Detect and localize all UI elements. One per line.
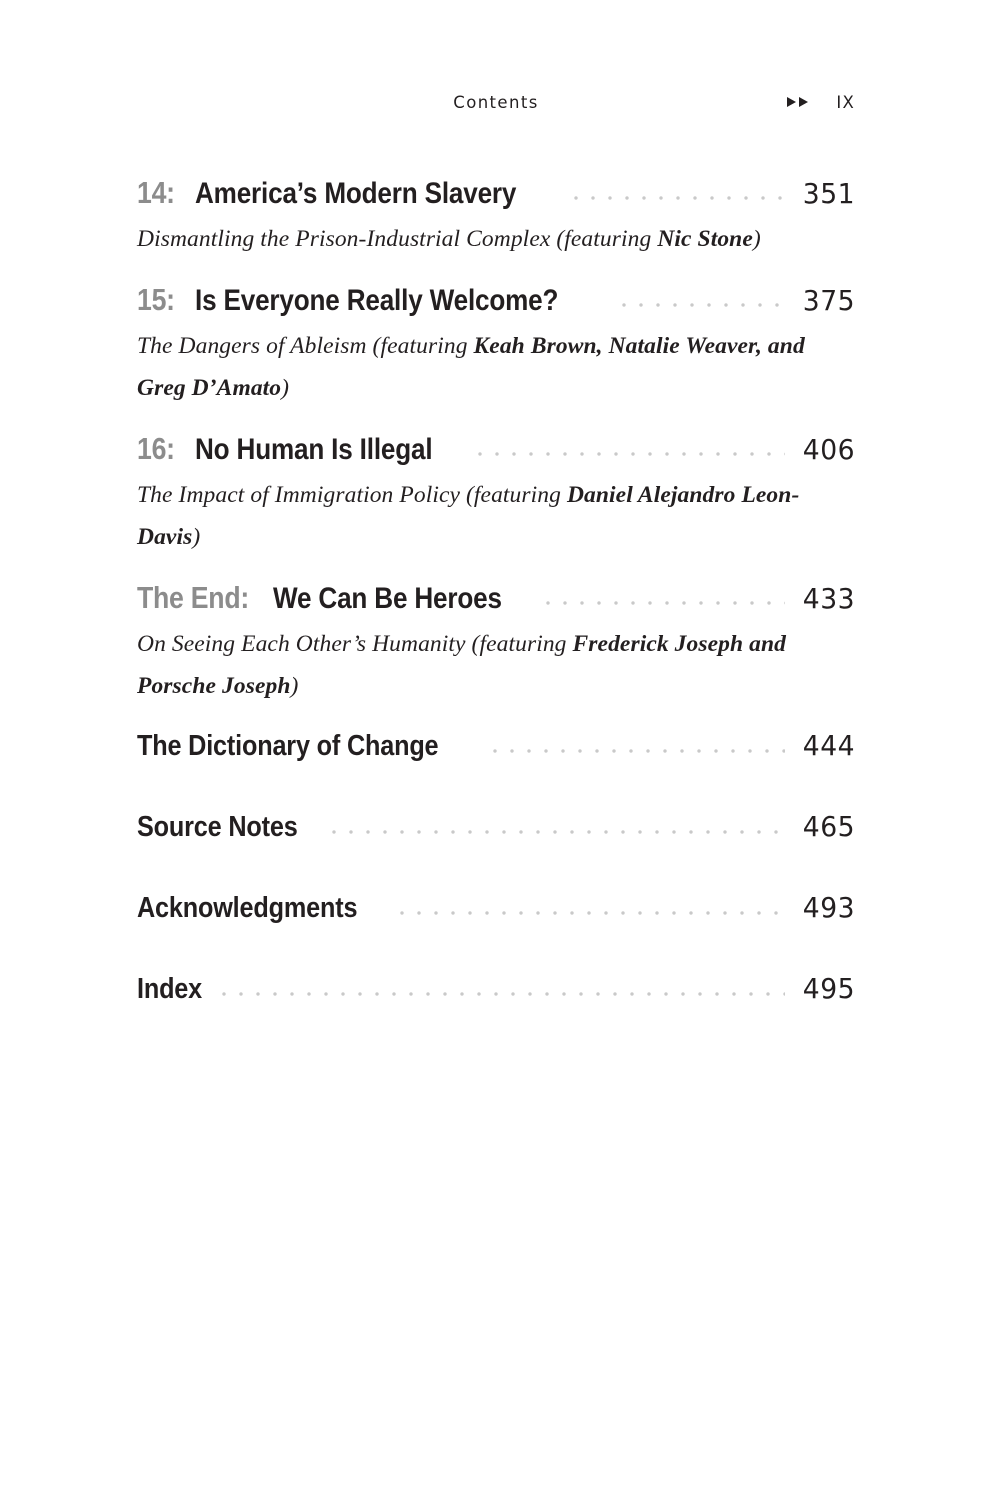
toc-entry-title: Is Everyone Really Welcome? <box>194 284 559 317</box>
dot-leader <box>477 444 785 464</box>
running-head: Contents IX <box>137 88 855 116</box>
toc-entry-page-number: 465 <box>802 810 855 843</box>
subtitle-text: ) <box>281 375 290 401</box>
subtitle-text: The Impact of Immigration Policy (featur… <box>137 482 567 508</box>
toc-entry[interactable]: 15: Is Everyone Really Welcome? 375 The Dan… <box>137 282 855 409</box>
toc-entry-subtitle: The Dangers of Ableism (featuring Keah B… <box>137 325 809 409</box>
toc-entry[interactable]: Index 495 <box>137 972 855 1006</box>
dot-leader <box>622 295 785 315</box>
toc-entry-number: The End: <box>137 580 249 615</box>
toc-entry-number: 15: <box>137 282 175 317</box>
toc-entry-page-number: 351 <box>802 177 855 210</box>
toc-entry-line: 15: Is Everyone Really Welcome? 375 <box>137 282 855 318</box>
subtitle-text: On Seeing Each Other’s Humanity (featuri… <box>137 631 573 657</box>
toc-entry-title: The Dictionary of Change <box>137 730 439 762</box>
double-right-triangle-icon <box>787 96 810 108</box>
toc-entry-page-number: 433 <box>802 582 855 615</box>
toc-entry[interactable]: The End: We Can Be Heroes 433 On Seeing Eac… <box>137 580 855 707</box>
toc-entry-line: The Dictionary of Change 444 <box>137 729 855 763</box>
toc-entry-subtitle: On Seeing Each Other’s Humanity (featuri… <box>137 623 809 707</box>
toc-entry-number: 14: <box>137 175 175 210</box>
running-head-right: IX <box>787 88 855 116</box>
toc-entry-page-number: 493 <box>802 891 855 924</box>
dot-leader <box>546 593 785 613</box>
toc-entry[interactable]: 16: No Human Is Illegal 406 The Impact of I… <box>137 431 855 558</box>
toc-entry-title: Acknowledgments <box>137 892 358 924</box>
toc-entry-list: 14: America’s Modern Slavery 351 Dismantlin… <box>137 175 855 1006</box>
toc-entry-title: Source Notes <box>137 811 298 843</box>
subtitle-text: ) <box>290 673 299 699</box>
subtitle-text: ) <box>752 226 761 252</box>
toc-entry[interactable]: 14: America’s Modern Slavery 351 Dismantlin… <box>137 175 855 260</box>
contributor-name: Nic Stone <box>657 226 753 252</box>
toc-entry[interactable]: Acknowledgments 493 <box>137 891 855 925</box>
dot-leader <box>574 188 785 208</box>
dot-leader <box>493 741 785 761</box>
subtitle-text: ) <box>192 524 201 550</box>
dot-leader <box>400 903 785 923</box>
contributor-name: Keah Brown, Natalie Weaver, and Greg D’A… <box>137 333 805 401</box>
page-folio: IX <box>836 92 855 112</box>
toc-entry-page-number: 406 <box>802 433 855 466</box>
toc-entry-line: Index 495 <box>137 972 855 1006</box>
running-head-title: Contents <box>453 92 539 112</box>
toc-entry-title: Index <box>137 973 203 1005</box>
subtitle-text: The Dangers of Ableism (featuring <box>137 333 474 359</box>
dot-leader <box>331 822 785 842</box>
contributor-name: Frederick Joseph and Porsche Joseph <box>137 631 787 699</box>
subtitle-text: Dismantling the Prison-Industrial Comple… <box>137 226 658 252</box>
toc-entry-line: 16: No Human Is Illegal 406 <box>137 431 855 467</box>
toc-entry[interactable]: Source Notes 465 <box>137 810 855 844</box>
contributor-name: Daniel Alejandro Leon-Davis <box>137 482 800 550</box>
toc-entry-line: The End: We Can Be Heroes 433 <box>137 580 855 616</box>
toc-entry-page-number: 495 <box>802 972 855 1005</box>
toc-entry-subtitle: Dismantling the Prison-Industrial Comple… <box>137 218 809 260</box>
toc-entry-line: 14: America’s Modern Slavery 351 <box>137 175 855 211</box>
toc-entry-line: Source Notes 465 <box>137 810 855 844</box>
toc-entry-title: We Can Be Heroes <box>273 582 503 615</box>
toc-entry-number: 16: <box>137 431 175 466</box>
toc-entry-subtitle: The Impact of Immigration Policy (featur… <box>137 474 809 558</box>
toc-entry-title: America’s Modern Slavery <box>194 177 517 210</box>
toc-entry-title: No Human Is Illegal <box>194 433 433 466</box>
toc-entry-page-number: 375 <box>802 284 855 317</box>
toc-entry[interactable]: The Dictionary of Change 444 <box>137 729 855 763</box>
dot-leader <box>221 984 785 1004</box>
toc-entry-page-number: 444 <box>802 729 855 762</box>
toc-entry-line: Acknowledgments 493 <box>137 891 855 925</box>
